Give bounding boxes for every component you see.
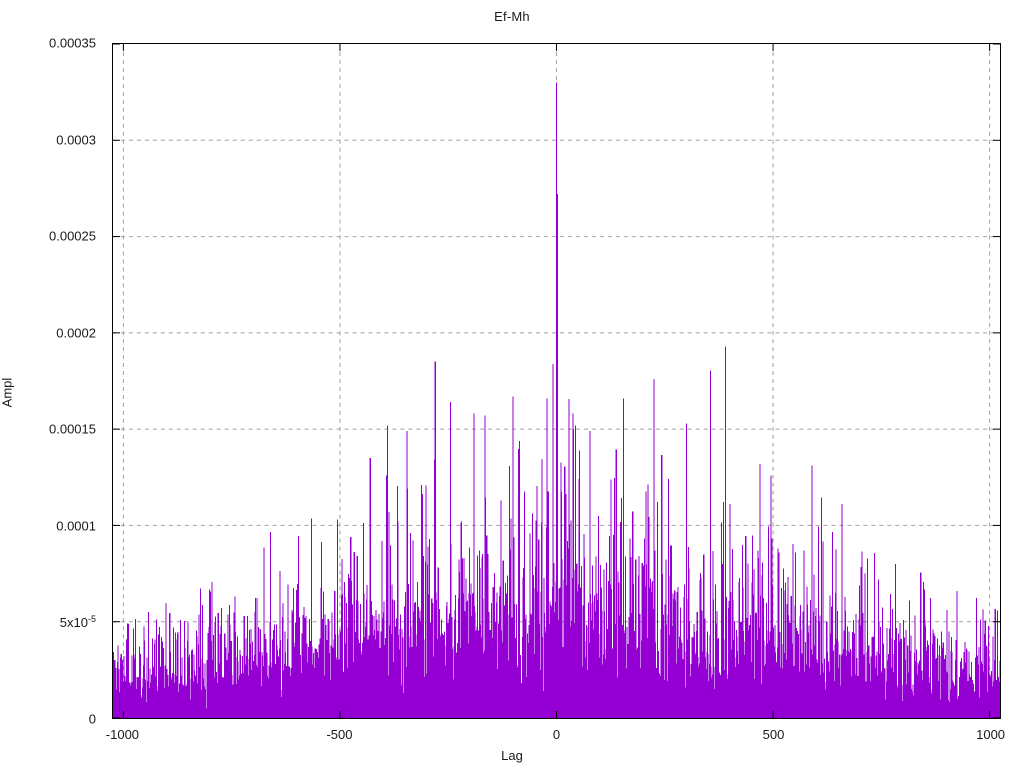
y-tick-label: 0.0001: [56, 518, 96, 534]
x-axis-title: Lag: [501, 748, 523, 763]
x-tick-label: -500: [326, 727, 353, 742]
x-tick-label: 500: [762, 727, 785, 742]
y-axis-title: Ampl: [0, 377, 15, 408]
plot-area: [112, 43, 1001, 719]
y-tick-label: 5x10-5: [59, 614, 96, 631]
y-tick-label: 0.00015: [49, 421, 96, 437]
y-tick-label: 0.0002: [56, 325, 96, 341]
y-tick-label: 0.00035: [49, 35, 96, 51]
x-tick-label: 1000: [976, 727, 1006, 742]
axis-ticks: [113, 44, 1000, 718]
y-tick-label: 0.00025: [49, 228, 96, 244]
y-axis-tick-labels: 0 5x10-5 0.0001 0.00015 0.0002 0.00025 0.0003 0…: [0, 0, 104, 768]
data-series-ef-mh: [113, 44, 1000, 718]
x-tick-label: -1000: [105, 727, 140, 742]
page-title: Ef-Mh: [494, 9, 530, 24]
x-tick-label: 0: [552, 727, 561, 742]
y-tick-label: 0.0003: [56, 132, 96, 148]
y-tick-label: 0: [88, 711, 96, 727]
